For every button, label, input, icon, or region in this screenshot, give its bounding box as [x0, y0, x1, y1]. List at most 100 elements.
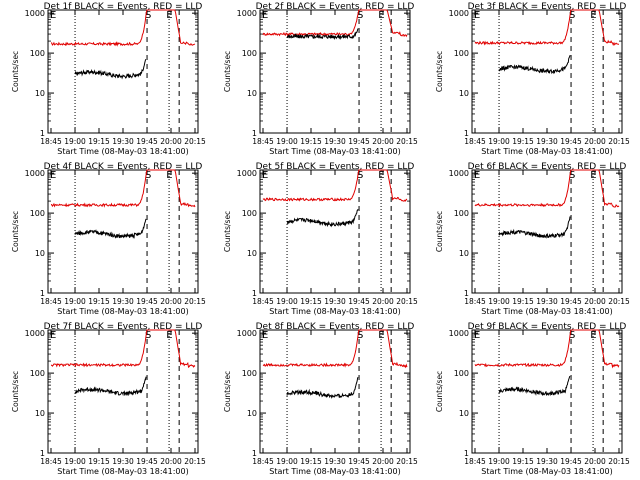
series-lld-line	[474, 9, 619, 46]
x-tick-label: 19:45	[348, 297, 370, 306]
x-tick-label: 20:15	[184, 457, 206, 466]
marker-e-end: E	[590, 10, 596, 21]
marker-e-end: E	[166, 330, 172, 341]
x-tick-label: 20:00	[160, 457, 182, 466]
series-lld-line	[50, 329, 196, 368]
marker-s: S	[357, 330, 363, 341]
y-tick-label: 100	[454, 369, 469, 378]
x-tick-label: 18:45	[252, 137, 274, 146]
x-tick-label: 19:00	[276, 457, 298, 466]
x-tick-label: 20:15	[608, 457, 630, 466]
y-axis-title: Counts/sec	[435, 211, 444, 252]
series-events-line	[498, 375, 571, 397]
y-tick-label: 10	[247, 89, 257, 98]
x-tick-label: 19:00	[64, 137, 86, 146]
y-tick-label: 1000	[449, 9, 469, 18]
y-tick-label: 1	[40, 129, 45, 138]
y-tick-label: 1000	[449, 329, 469, 338]
series-lld-line	[262, 9, 408, 38]
y-tick-label: 100	[242, 209, 257, 218]
marker-s: S	[569, 330, 575, 341]
y-tick-label: 100	[30, 369, 45, 378]
x-axis-title: Start Time (08-May-03 18:41:00)	[481, 147, 612, 156]
x-tick-label: 19:45	[348, 137, 370, 146]
x-tick-label: 19:00	[488, 137, 510, 146]
x-axis-title: Start Time (08-May-03 18:41:00)	[57, 147, 188, 156]
x-tick-label: 18:45	[40, 457, 62, 466]
x-tick-label: 18:45	[464, 137, 486, 146]
plot-frame	[471, 169, 623, 294]
y-tick-label: 1	[464, 449, 469, 458]
y-tick-label: 100	[242, 369, 257, 378]
panel-title: Det 6f BLACK = Events, RED = LLD	[468, 162, 627, 172]
x-tick-label: 20:00	[584, 457, 606, 466]
panel-title: Det 8f BLACK = Events, RED = LLD	[256, 322, 415, 332]
x-tick-label: 19:15	[300, 457, 322, 466]
x-tick-label: 19:45	[560, 137, 582, 146]
y-tick-label: 100	[30, 209, 45, 218]
panel-title: Det 7f BLACK = Events, RED = LLD	[44, 322, 203, 332]
x-tick-label: 19:15	[512, 297, 534, 306]
x-tick-label: 19:30	[324, 457, 346, 466]
marker-s: S	[145, 10, 151, 21]
y-tick-label: 1	[40, 289, 45, 298]
y-tick-label: 100	[454, 209, 469, 218]
marker-e-end: E	[378, 10, 384, 21]
marker-e-start: E	[262, 10, 268, 21]
marker-s: S	[569, 170, 575, 181]
x-tick-label: 18:45	[252, 297, 274, 306]
x-tick-label: 19:00	[64, 297, 86, 306]
x-tick-label: 19:15	[512, 457, 534, 466]
y-tick-label: 10	[35, 249, 45, 258]
x-tick-label: 20:00	[160, 297, 182, 306]
marker-e-end: E	[166, 170, 172, 181]
marker-e-start: E	[474, 330, 480, 341]
x-tick-label: 20:00	[372, 457, 394, 466]
x-tick-label: 19:45	[136, 137, 158, 146]
panel-title: Det 5f BLACK = Events, RED = LLD	[256, 162, 415, 172]
x-tick-label: 20:00	[372, 137, 394, 146]
panel-title: Det 3f BLACK = Events, RED = LLD	[468, 2, 627, 12]
y-axis-title: Counts/sec	[435, 51, 444, 92]
marker-s: S	[569, 10, 575, 21]
x-axis-title: Start Time (08-May-03 18:41:00)	[269, 147, 400, 156]
y-tick-label: 1000	[25, 9, 45, 18]
plot-frame	[259, 329, 411, 454]
marker-e-start: E	[474, 170, 480, 181]
y-tick-label: 1	[464, 129, 469, 138]
plot-frame	[47, 329, 199, 454]
y-tick-label: 1000	[449, 169, 469, 178]
x-tick-label: 20:15	[396, 297, 418, 306]
y-tick-label: 1	[464, 289, 469, 298]
y-tick-label: 100	[30, 49, 45, 58]
x-tick-label: 19:30	[536, 457, 558, 466]
x-tick-label: 19:00	[488, 457, 510, 466]
marker-e-start: E	[50, 10, 56, 21]
x-tick-label: 19:30	[112, 457, 134, 466]
marker-e-start: E	[262, 170, 268, 181]
y-tick-label: 1000	[237, 9, 257, 18]
x-tick-label: 19:15	[300, 137, 322, 146]
marker-s: S	[145, 170, 151, 181]
x-tick-label: 20:00	[584, 297, 606, 306]
y-tick-label: 10	[247, 409, 257, 418]
y-axis-title: Counts/sec	[223, 211, 232, 252]
y-axis-title: Counts/sec	[11, 371, 20, 412]
x-tick-label: 20:15	[396, 137, 418, 146]
x-tick-label: 20:00	[160, 137, 182, 146]
y-tick-label: 10	[459, 89, 469, 98]
x-tick-label: 19:30	[324, 297, 346, 306]
series-events-line	[74, 59, 147, 80]
series-events-line	[286, 28, 359, 41]
marker-e-end: E	[166, 10, 172, 21]
x-tick-label: 19:15	[88, 297, 110, 306]
y-tick-label: 1	[252, 129, 257, 138]
plot-frame	[259, 169, 411, 294]
y-axis-title: Counts/sec	[223, 51, 232, 92]
